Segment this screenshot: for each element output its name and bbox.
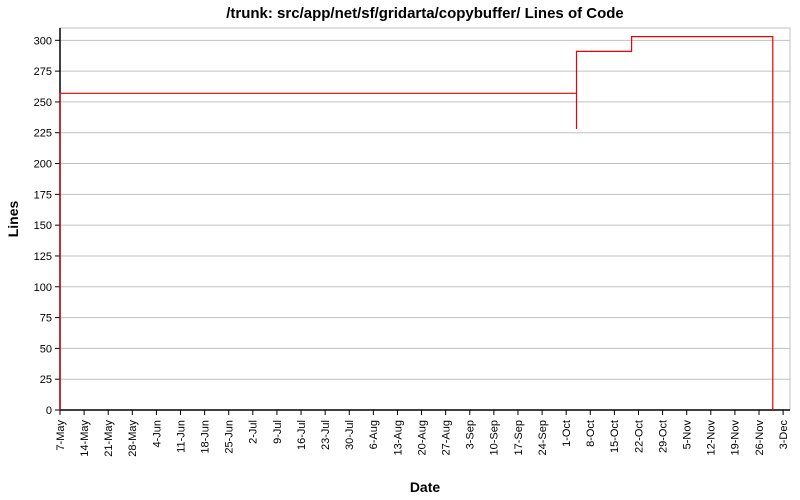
x-tick-label: 2-Jul: [248, 420, 260, 444]
x-tick-label: 3-Dec: [778, 420, 790, 450]
x-tick-label: 12-Nov: [706, 420, 718, 456]
x-tick-label: 26-Nov: [754, 420, 766, 456]
x-tick-label: 1-Oct: [561, 420, 573, 447]
x-tick-label: 30-Jul: [344, 420, 356, 450]
y-tick-label: 125: [34, 251, 52, 263]
x-tick-label: 14-May: [79, 420, 91, 457]
x-tick-label: 7-May: [55, 420, 67, 451]
x-tick-label: 4-Jun: [151, 420, 163, 448]
y-tick-label: 25: [40, 374, 52, 386]
x-tick-label: 10-Sep: [489, 420, 501, 455]
x-tick-label: 23-Jul: [320, 420, 332, 450]
x-tick-label: 8-Oct: [585, 420, 597, 447]
x-tick-label: 25-Jun: [224, 420, 236, 454]
y-tick-label: 0: [46, 405, 52, 417]
y-tick-label: 225: [34, 128, 52, 140]
x-tick-label: 5-Nov: [682, 420, 694, 450]
x-tick-label: 21-May: [103, 420, 115, 457]
y-tick-label: 275: [34, 66, 52, 78]
x-tick-label: 9-Jul: [272, 420, 284, 444]
x-tick-label: 11-Jun: [175, 420, 187, 453]
x-tick-label: 15-Oct: [609, 420, 621, 453]
x-tick-label: 3-Sep: [465, 420, 477, 449]
x-tick-label: 19-Nov: [730, 420, 742, 456]
y-tick-label: 75: [40, 313, 52, 325]
x-tick-label: 24-Sep: [537, 420, 549, 455]
x-tick-label: 17-Sep: [513, 420, 525, 455]
x-tick-label: 16-Jul: [296, 420, 308, 450]
y-tick-label: 200: [34, 159, 52, 171]
y-tick-label: 50: [40, 343, 52, 355]
chart-svg: 0 25 50 75 100 125 150 175 200 225 250 275 300 7-May 1…: [0, 0, 800, 500]
y-axis-label: Lines: [5, 201, 21, 238]
x-tick-label: 29-Oct: [657, 420, 669, 453]
x-tick-label: 27-Aug: [441, 420, 453, 455]
x-tick-label: 6-Aug: [368, 420, 380, 449]
x-tick-label: 13-Aug: [392, 420, 404, 455]
chart-title: /trunk: src/app/net/sf/gridarta/copybuff…: [226, 5, 624, 22]
x-axis-label: Date: [410, 479, 441, 495]
x-tick-label: 20-Aug: [416, 420, 428, 455]
x-tick-label: 28-May: [127, 420, 139, 457]
x-tick-label: 22-Oct: [633, 420, 645, 453]
y-tick-label: 150: [34, 220, 52, 232]
y-tick-label: 300: [34, 35, 52, 47]
loc-chart: 0 25 50 75 100 125 150 175 200 225 250 275 300 7-May 1…: [0, 0, 800, 500]
x-tick-label: 18-Jun: [199, 420, 211, 454]
y-tick-label: 175: [34, 189, 52, 201]
y-tick-label: 100: [34, 282, 52, 294]
y-tick-label: 250: [34, 97, 52, 109]
